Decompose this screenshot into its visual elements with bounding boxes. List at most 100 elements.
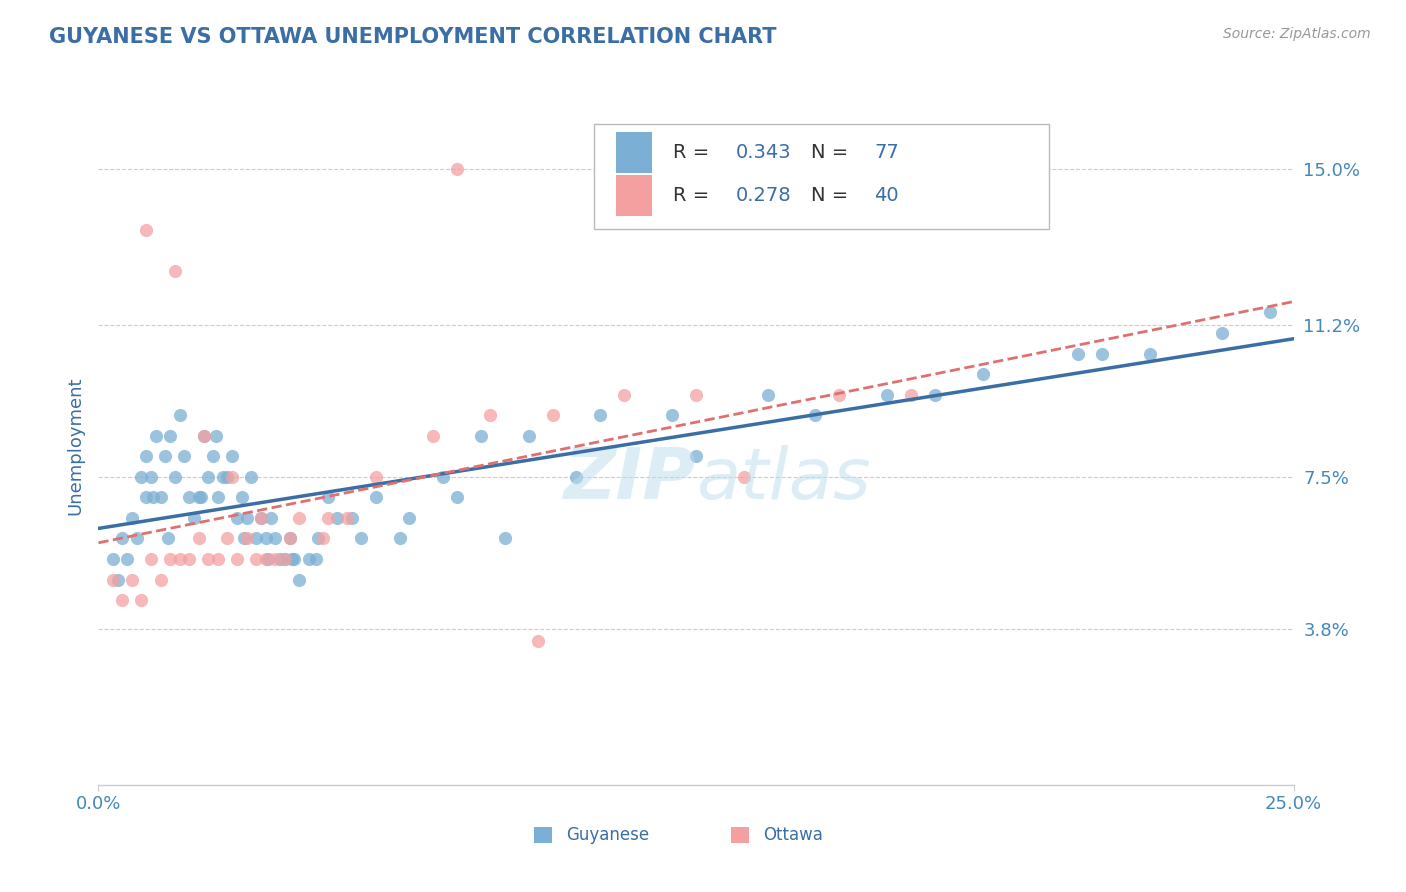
Point	[221, 450, 243, 464]
Point	[283, 552, 305, 566]
Point	[274, 552, 297, 566]
Point	[197, 552, 219, 566]
Point	[446, 491, 468, 505]
Point	[278, 532, 301, 546]
Point	[111, 593, 134, 607]
Point	[281, 552, 304, 566]
Y-axis label: Unemployment: Unemployment	[66, 376, 84, 516]
Point	[364, 470, 387, 484]
Point	[193, 428, 215, 442]
Point	[163, 264, 186, 278]
Point	[245, 552, 267, 566]
Bar	[595, 124, 1049, 229]
Text: R =: R =	[673, 143, 716, 162]
Point	[193, 428, 215, 442]
Point	[900, 387, 922, 401]
Point	[288, 511, 311, 525]
Point	[245, 532, 267, 546]
Point	[446, 161, 468, 176]
Text: 77: 77	[875, 143, 898, 162]
Point	[804, 408, 827, 422]
Point	[494, 532, 516, 546]
Point	[305, 552, 328, 566]
Text: 40: 40	[875, 186, 898, 204]
Point	[1211, 326, 1233, 340]
Point	[422, 428, 444, 442]
Point	[101, 573, 124, 587]
Point	[204, 428, 226, 442]
Point	[233, 532, 256, 546]
Point	[264, 552, 287, 566]
Text: GUYANESE VS OTTAWA UNEMPLOYMENT CORRELATION CHART: GUYANESE VS OTTAWA UNEMPLOYMENT CORRELAT…	[49, 27, 776, 46]
Point	[307, 532, 329, 546]
Point	[226, 552, 249, 566]
Point	[517, 428, 540, 442]
Point	[541, 408, 564, 422]
Point	[733, 470, 755, 484]
Point	[135, 223, 157, 237]
Point	[274, 552, 297, 566]
Point	[685, 450, 707, 464]
Text: Source: ZipAtlas.com: Source: ZipAtlas.com	[1223, 27, 1371, 41]
Point	[159, 428, 181, 442]
Text: ZIP: ZIP	[564, 445, 696, 515]
Point	[589, 408, 612, 422]
Bar	[616, 132, 652, 173]
Point	[163, 470, 186, 484]
Point	[661, 408, 683, 422]
Point	[235, 511, 257, 525]
Point	[107, 573, 129, 587]
Point	[278, 532, 301, 546]
Point	[1067, 346, 1090, 360]
Point	[326, 511, 349, 525]
Point	[202, 450, 225, 464]
Point	[269, 552, 291, 566]
Point	[432, 470, 454, 484]
Point	[613, 387, 636, 401]
Point	[111, 532, 134, 546]
Point	[250, 511, 273, 525]
Point	[1258, 305, 1281, 319]
Point	[187, 491, 209, 505]
Point	[364, 491, 387, 505]
Point	[121, 573, 143, 587]
Point	[398, 511, 420, 525]
Point	[221, 470, 243, 484]
Point	[217, 532, 239, 546]
Point	[254, 532, 277, 546]
Point	[316, 491, 339, 505]
Point	[340, 511, 363, 525]
Text: 0.343: 0.343	[735, 143, 792, 162]
Point	[159, 552, 181, 566]
Point	[139, 470, 162, 484]
Point	[173, 450, 195, 464]
Point	[756, 387, 779, 401]
Point	[312, 532, 335, 546]
Point	[350, 532, 373, 546]
Point	[169, 408, 191, 422]
Point	[235, 532, 257, 546]
Text: Ottawa: Ottawa	[763, 826, 823, 844]
Text: Guyanese: Guyanese	[567, 826, 650, 844]
Point	[139, 552, 162, 566]
Point	[101, 552, 124, 566]
Point	[156, 532, 179, 546]
Point	[217, 470, 239, 484]
Point	[264, 532, 287, 546]
Point	[169, 552, 191, 566]
Point	[316, 511, 339, 525]
Text: N =: N =	[811, 186, 855, 204]
Point	[125, 532, 148, 546]
Point	[388, 532, 411, 546]
Point	[685, 387, 707, 401]
Text: 0.278: 0.278	[735, 186, 792, 204]
Text: R =: R =	[673, 186, 716, 204]
Point	[131, 593, 153, 607]
Point	[115, 552, 138, 566]
Point	[527, 634, 550, 648]
Point	[187, 532, 209, 546]
Text: atlas: atlas	[696, 445, 870, 515]
Point	[226, 511, 249, 525]
Point	[197, 470, 219, 484]
Point	[135, 450, 157, 464]
